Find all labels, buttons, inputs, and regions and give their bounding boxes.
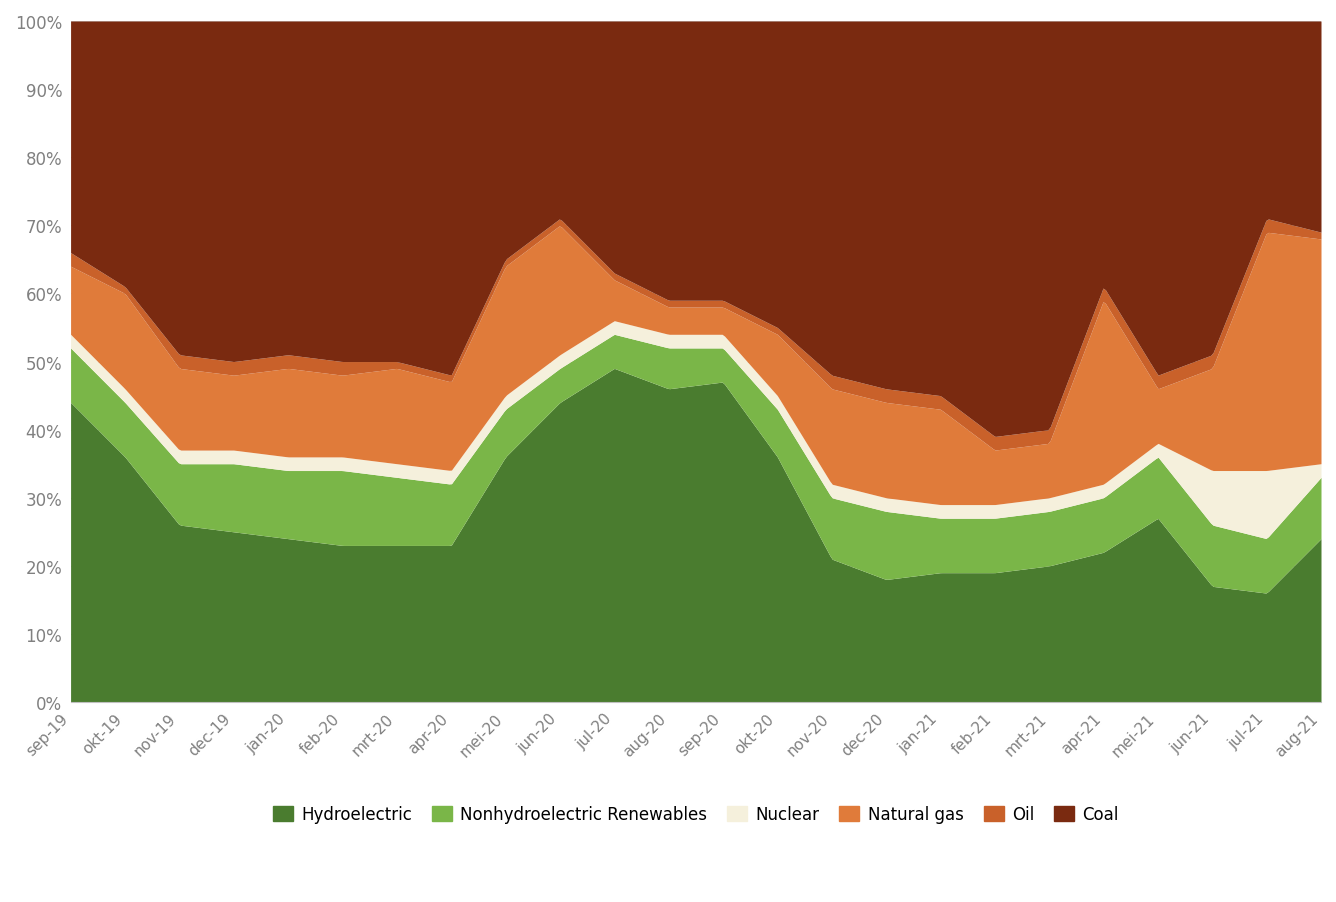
Legend: Hydroelectric, Nonhydroelectric Renewables, Nuclear, Natural gas, Oil, Coal: Hydroelectric, Nonhydroelectric Renewabl… bbox=[266, 799, 1126, 830]
